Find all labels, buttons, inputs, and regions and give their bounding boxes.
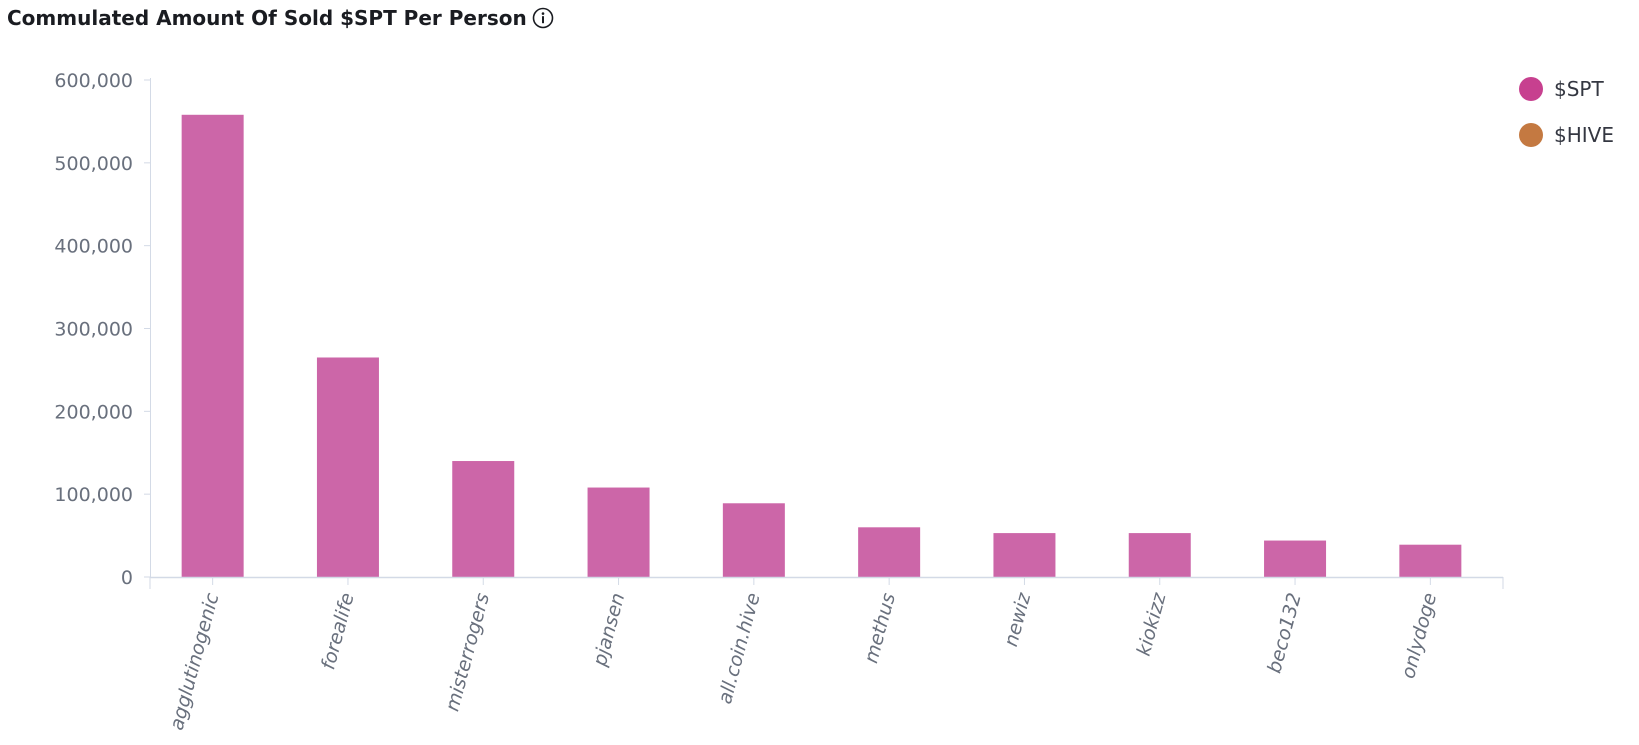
y-tick-label: 600,000: [54, 70, 133, 92]
bars: [181, 114, 1462, 577]
y-axis-label-group: Commulated Amount Of Sold $SPT And Earne…: [5, 61, 29, 616]
bar-methus[interactable]: [858, 527, 921, 577]
bar-newiz[interactable]: [993, 533, 1056, 577]
legend-dot-hive: [1519, 123, 1543, 147]
legend-label-hive: $HIVE: [1554, 123, 1614, 147]
legend-label-spt: $SPT: [1554, 77, 1604, 101]
bar-kiokizz[interactable]: [1128, 533, 1191, 577]
bar-beco132[interactable]: [1264, 540, 1327, 577]
y-tick-label: 0: [121, 567, 133, 589]
y-tick-label: 200,000: [54, 401, 133, 423]
bar-onlydoge[interactable]: [1399, 544, 1462, 577]
x-tick-label: newiz: [1000, 590, 1036, 649]
bar-all.coin.hive[interactable]: [722, 503, 785, 577]
legend-item-spt[interactable]: $SPT: [1519, 66, 1614, 112]
x-tick-label: forealife: [317, 591, 359, 672]
y-tick-label: 400,000: [54, 236, 133, 258]
x-tick-label: onlydoge: [1397, 591, 1441, 681]
bar-forealife[interactable]: [316, 357, 379, 577]
legend-item-hive[interactable]: $HIVE: [1519, 112, 1614, 158]
x-tick-label: beco132: [1263, 591, 1305, 676]
x-tick-label: methus: [860, 591, 900, 666]
x-tick-label: pjansen: [589, 591, 630, 670]
x-tick-label: misterrogers: [441, 591, 494, 714]
legend-dot-spt: [1519, 77, 1543, 101]
legend: $SPT $HIVE: [1519, 66, 1614, 158]
chart-title-row: Commulated Amount Of Sold $SPT Per Perso…: [7, 6, 554, 30]
x-tick-label: agglutinogenic: [166, 590, 224, 732]
bar-pjansen[interactable]: [587, 487, 650, 577]
axes: [150, 78, 1503, 579]
chart-title: Commulated Amount Of Sold $SPT Per Perso…: [7, 6, 527, 30]
x-axis-ticks: agglutinogenic forealife misterrogers pjans…: [149, 577, 1504, 732]
bar-misterrogers[interactable]: [452, 461, 515, 577]
info-icon[interactable]: [532, 7, 554, 29]
y-tick-label: 100,000: [54, 484, 133, 506]
y-axis-label: Commulated Amount Of Sold $SPT And Earne…: [5, 61, 29, 616]
y-tick-label: 300,000: [54, 319, 133, 341]
y-axis-ticks: 0 100,000 200,000 300,000 400,000 500,000 600,…: [54, 70, 150, 589]
y-tick-label: 500,000: [54, 153, 133, 175]
x-tick-label: kiokizz: [1133, 590, 1171, 659]
x-tick-label: all.coin.hive: [714, 591, 765, 707]
bar-agglutinogenic[interactable]: [181, 114, 244, 577]
